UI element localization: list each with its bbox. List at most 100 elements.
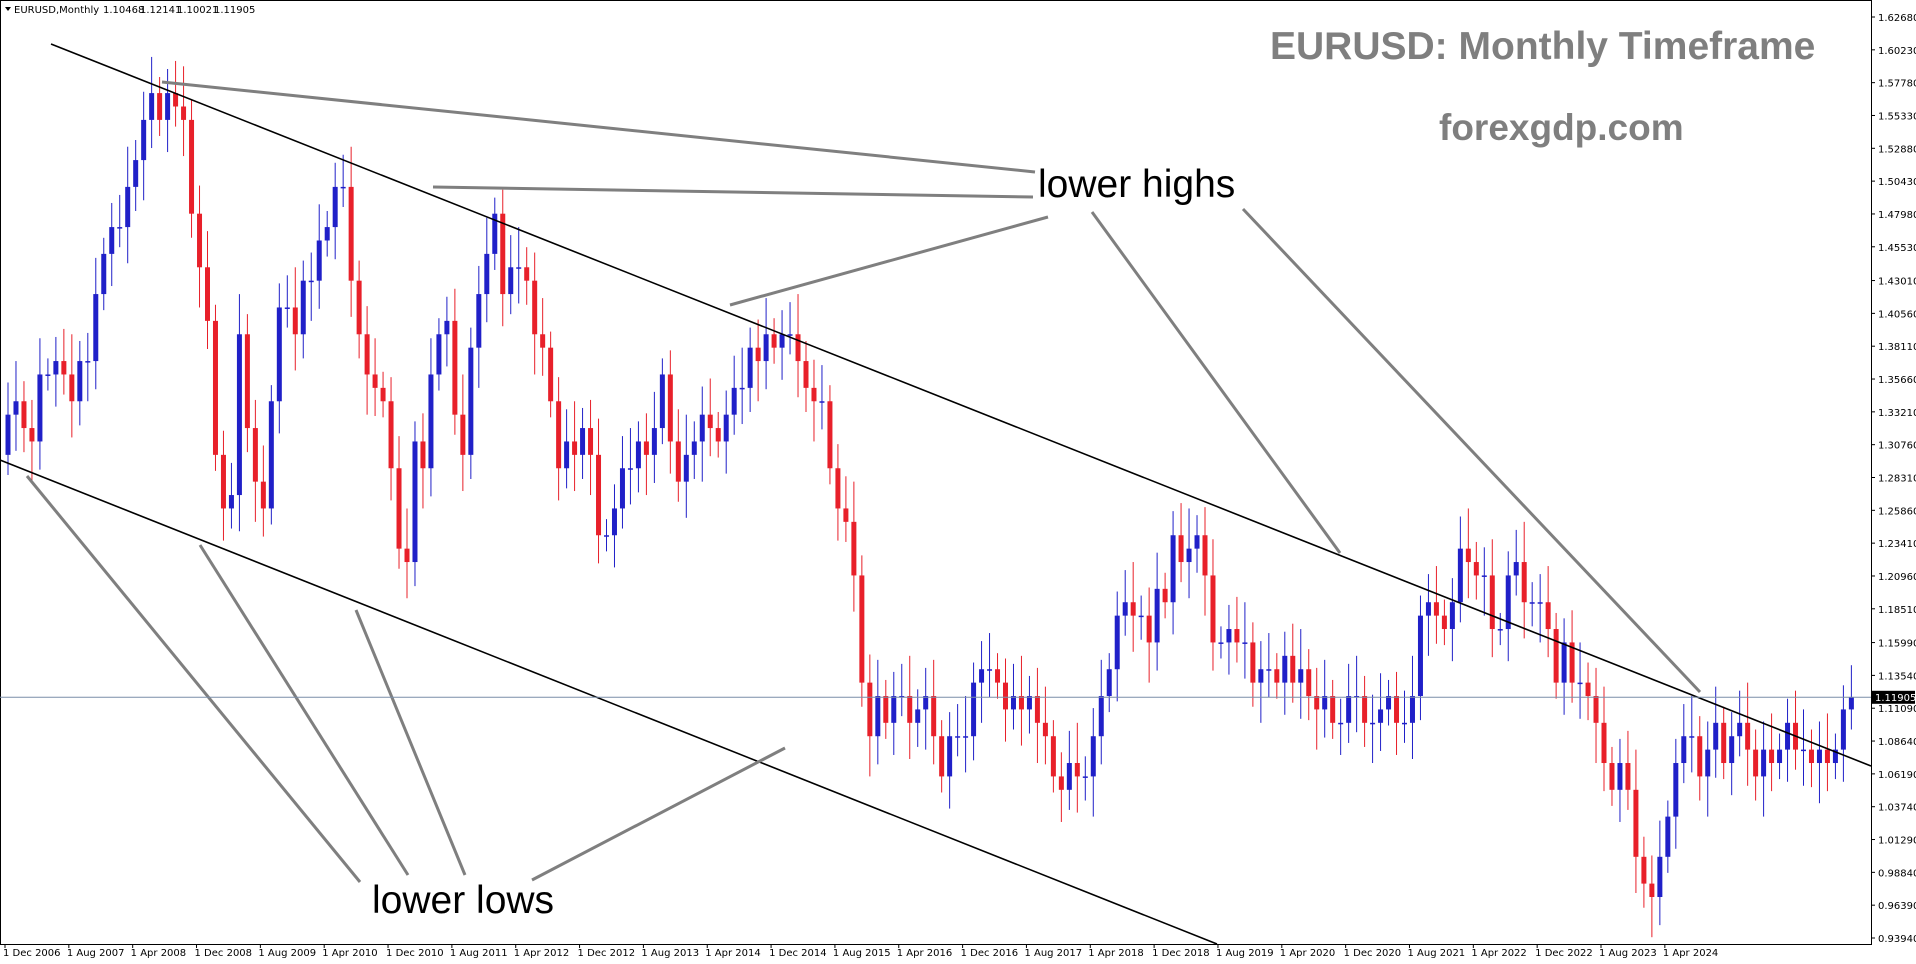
candle xyxy=(1034,667,1040,764)
x-tick-label: 1 Aug 2021 xyxy=(1407,948,1465,959)
candle xyxy=(1585,662,1591,721)
y-tick-label: 0.96390 xyxy=(1878,901,1916,912)
candle xyxy=(787,302,793,355)
candle xyxy=(707,378,713,457)
candle xyxy=(356,260,362,359)
ohlc-close: 1.11905 xyxy=(214,5,255,16)
x-tick-label: 1 Aug 2017 xyxy=(1024,948,1082,959)
annotation-lower-lows: lower lows xyxy=(372,879,554,922)
candle xyxy=(117,194,123,248)
candle xyxy=(723,390,729,474)
candle xyxy=(763,298,769,390)
candle xyxy=(125,146,131,264)
candle xyxy=(492,197,498,270)
candle xyxy=(1593,667,1599,764)
candle xyxy=(316,204,322,309)
candle xyxy=(604,519,609,552)
candle xyxy=(1050,720,1056,793)
ohlc-open: 1.10468 xyxy=(103,5,144,16)
candle xyxy=(875,659,881,765)
candle xyxy=(867,654,873,777)
candle xyxy=(396,436,402,569)
chart-title: EURUSD: Monthly Timeframe xyxy=(1270,25,1815,68)
candle xyxy=(348,146,354,317)
candle xyxy=(659,358,665,445)
candle xyxy=(13,361,19,451)
x-tick-label: 1 Apr 2010 xyxy=(322,948,377,959)
candle xyxy=(811,359,817,442)
x-tick-label: 1 Aug 2011 xyxy=(450,948,508,959)
x-tick-label: 1 Apr 2018 xyxy=(1088,948,1143,959)
candle xyxy=(907,655,913,759)
candle xyxy=(1753,729,1759,801)
y-tick-label: 1.28310 xyxy=(1878,474,1916,485)
candle xyxy=(747,327,753,412)
lower-channel-line xyxy=(0,459,1218,945)
current-price-label: 1.11905 xyxy=(1875,693,1916,704)
candle xyxy=(436,318,442,391)
candle xyxy=(1513,529,1519,596)
x-tick-label: 1 Dec 2016 xyxy=(961,948,1019,959)
candle xyxy=(699,386,705,482)
candle xyxy=(1274,653,1280,699)
annotation-pointer xyxy=(161,80,1036,174)
candle xyxy=(324,211,330,257)
candle xyxy=(1785,698,1791,782)
candle xyxy=(292,267,298,371)
dropdown-arrow-icon[interactable] xyxy=(5,7,11,11)
ohlc-high: 1.12141 xyxy=(140,5,181,16)
x-tick-label: 1 Aug 2013 xyxy=(641,948,699,959)
annotation-pointer xyxy=(531,746,786,882)
candle xyxy=(1138,595,1144,640)
candle xyxy=(1154,552,1160,671)
candle xyxy=(1777,733,1783,780)
candle xyxy=(1218,626,1224,659)
candle xyxy=(819,365,825,430)
x-tick-label: 1 Dec 2020 xyxy=(1344,948,1402,959)
candle xyxy=(564,409,570,489)
candle xyxy=(29,399,35,482)
chart-header: EURUSD,Monthly 1.10468 1.12141 1.10021 1… xyxy=(5,5,255,16)
candle xyxy=(1290,623,1296,703)
candle xyxy=(755,319,761,402)
candle xyxy=(61,328,67,395)
y-tick-label: 1.38110 xyxy=(1878,342,1916,353)
candle xyxy=(364,306,370,415)
candle xyxy=(380,371,386,418)
candle xyxy=(1402,690,1407,743)
candle xyxy=(843,476,849,542)
y-tick-label: 1.47980 xyxy=(1878,210,1916,221)
candle xyxy=(1577,642,1583,719)
candle xyxy=(1793,690,1799,770)
candle xyxy=(588,399,594,496)
candle xyxy=(1210,539,1216,671)
candle xyxy=(1314,667,1320,750)
candle xyxy=(1322,659,1328,738)
y-tick-label: 0.98840 xyxy=(1878,868,1916,879)
x-tick-label: 1 Apr 2020 xyxy=(1280,948,1335,959)
x-tick-label: 1 Dec 2008 xyxy=(195,948,253,959)
candle xyxy=(109,202,115,287)
candle xyxy=(1473,541,1479,600)
candle xyxy=(1082,756,1088,801)
candle xyxy=(197,185,203,308)
candle xyxy=(212,304,218,471)
candle xyxy=(548,331,554,418)
candle xyxy=(460,374,466,492)
candle xyxy=(444,296,450,367)
x-tick-label: 1 Apr 2016 xyxy=(897,948,952,959)
candle xyxy=(1489,539,1495,658)
candle xyxy=(651,391,657,483)
candle xyxy=(540,298,546,376)
candle xyxy=(1633,749,1639,893)
y-tick-label: 1.15990 xyxy=(1878,639,1916,650)
candle xyxy=(260,445,266,537)
candle xyxy=(1425,574,1431,656)
chart-subtitle: forexgdp.com xyxy=(1439,107,1684,148)
candle xyxy=(276,283,282,434)
candle xyxy=(1561,618,1567,715)
candle xyxy=(1808,729,1814,788)
candle xyxy=(1657,820,1663,926)
candle xyxy=(596,418,602,564)
candle xyxy=(388,377,394,501)
